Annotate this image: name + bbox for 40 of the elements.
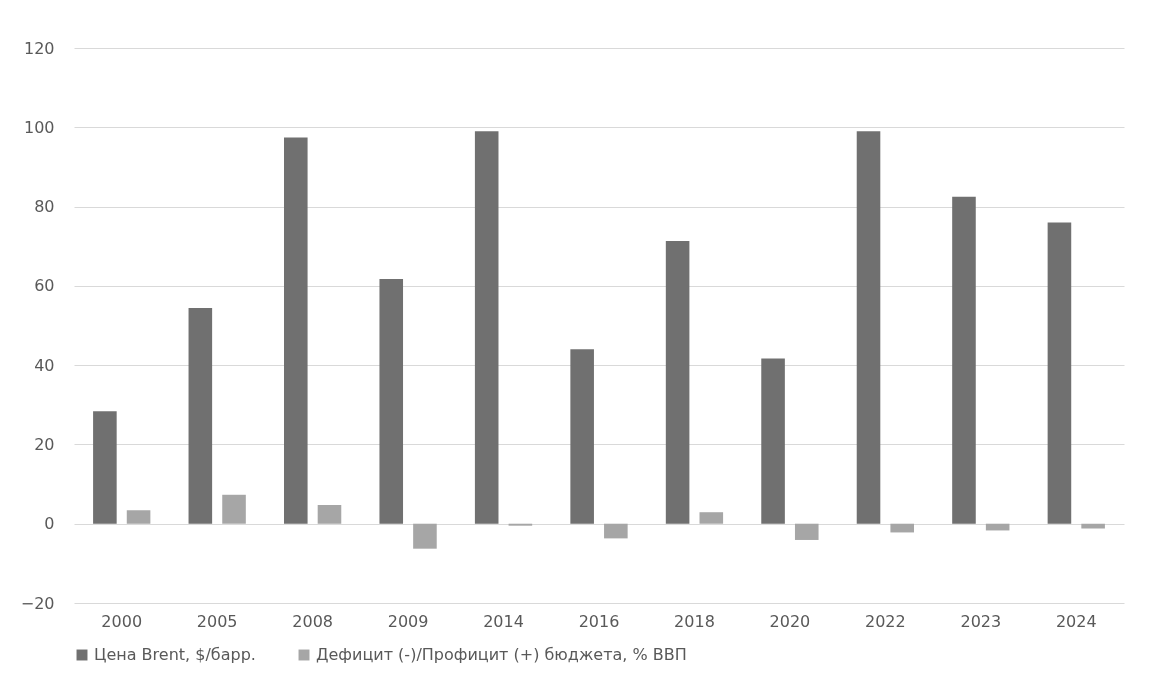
bar <box>570 349 594 524</box>
bar <box>1047 222 1072 524</box>
y-tick-label: 0 <box>44 514 55 534</box>
x-tick-label: 2022 <box>865 611 906 631</box>
x-tick-label: 2009 <box>387 611 429 631</box>
y-tick-label: 20 <box>34 434 55 454</box>
bar <box>222 494 246 524</box>
bar <box>379 279 404 524</box>
bar <box>284 137 308 524</box>
bar <box>93 411 117 524</box>
bar <box>188 308 213 524</box>
x-tick-label: 2008 <box>292 611 333 631</box>
x-tick-label: 2005 <box>196 611 238 631</box>
x-tick-label: 2023 <box>960 611 1002 631</box>
bar <box>890 523 914 533</box>
y-tick-label: 40 <box>34 355 55 375</box>
legend-label: Дефицит (-)/Профицит (+) бюджета, % ВВП <box>316 645 687 664</box>
x-tick-label: 2024 <box>1055 611 1097 631</box>
legend-label: Цена Brent, $/барр. <box>94 645 256 664</box>
y-tick-label: −20 <box>20 593 55 613</box>
x-tick-label: 2020 <box>769 611 811 631</box>
bar <box>856 131 881 524</box>
x-tick-label: 2018 <box>674 611 715 631</box>
bar <box>952 196 976 524</box>
bar <box>474 131 499 524</box>
bar <box>665 241 690 524</box>
y-tick-label: 120 <box>23 38 55 58</box>
y-tick-label: 60 <box>34 276 55 296</box>
y-tick-label: 80 <box>34 197 55 217</box>
bar <box>794 523 819 540</box>
bar <box>761 358 785 524</box>
bar <box>126 510 151 524</box>
x-tick-label: 2014 <box>483 611 524 631</box>
bar <box>604 523 628 539</box>
bar <box>413 523 437 549</box>
y-tick-label: 100 <box>23 117 55 137</box>
bar <box>317 505 342 524</box>
x-tick-label: 2016 <box>578 611 620 631</box>
x-tick-label: 2000 <box>101 611 143 631</box>
bar <box>699 512 724 524</box>
